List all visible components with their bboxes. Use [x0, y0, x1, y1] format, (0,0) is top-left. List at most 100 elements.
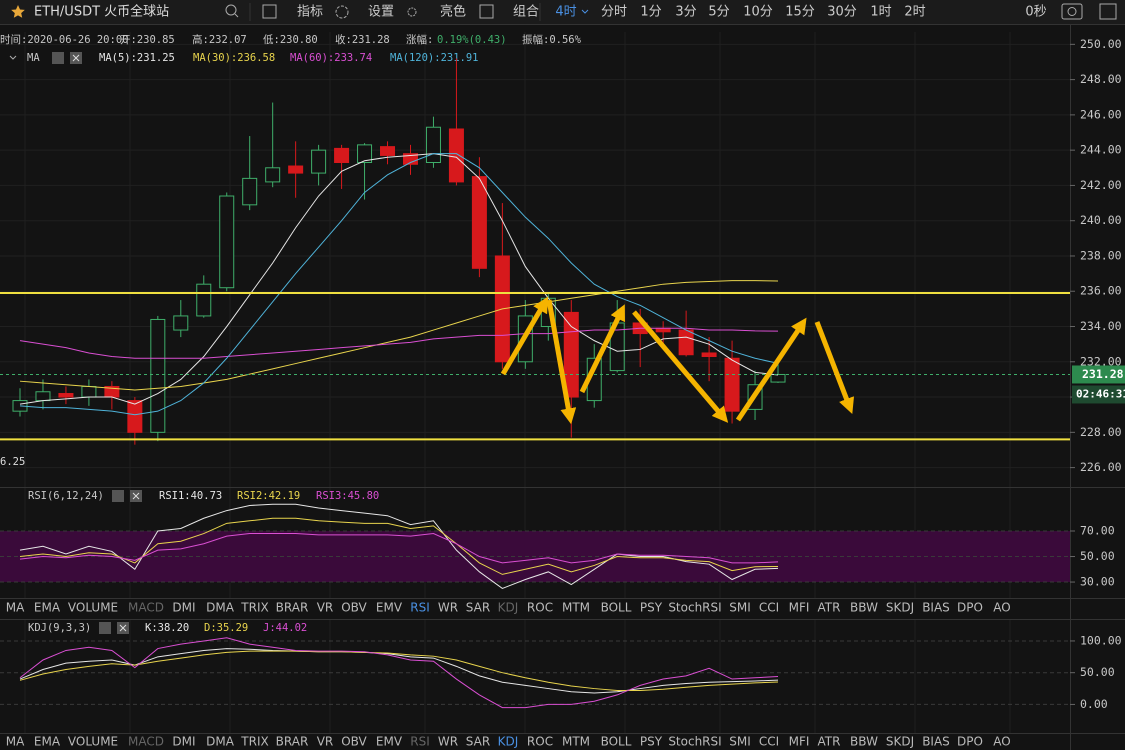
countdown-box — [1072, 385, 1125, 404]
indicator-tab[interactable]: RSI — [410, 601, 430, 615]
indicator-tab[interactable]: KDJ — [498, 601, 519, 615]
settings-icon[interactable] — [335, 5, 349, 19]
indicator-tab[interactable]: StochRSI — [668, 735, 721, 749]
y-tick-label: 30.00 — [1080, 575, 1115, 589]
toolbar-button[interactable]: 亮色 — [440, 4, 466, 20]
indicator-line — [19, 503, 779, 589]
indicator-tab[interactable]: EMA — [34, 601, 61, 615]
indicator-tab[interactable]: MACD — [128, 735, 164, 749]
indicator-tab[interactable]: SAR — [466, 735, 490, 749]
indicator-tab[interactable]: EMV — [376, 735, 403, 749]
interval-button[interactable]: 1时 — [870, 5, 891, 20]
indicator-tab[interactable]: BBW — [850, 735, 878, 749]
indicator-title: MA — [27, 52, 40, 64]
pair-name[interactable]: ETH/USDT 火币全球站 — [34, 4, 169, 20]
indicator-tab[interactable]: OBV — [341, 735, 367, 749]
y-tick-label: 50.00 — [1080, 549, 1115, 563]
candle-body — [678, 329, 694, 356]
interval-button[interactable]: 2时 — [904, 5, 925, 20]
indicator-tab[interactable]: RSI — [410, 735, 430, 749]
indicator-tab[interactable]: EMV — [376, 601, 403, 615]
indicator-tab[interactable]: ROC — [527, 735, 553, 749]
indicator-tab[interactable]: MFI — [789, 735, 810, 749]
indicator-tab[interactable]: MACD — [128, 601, 164, 615]
interval-button[interactable]: 10分 — [743, 5, 773, 20]
search-icon[interactable] — [225, 4, 237, 16]
combine-icon[interactable] — [479, 4, 494, 19]
candle-body — [242, 177, 258, 206]
legend-entry: K:38.20 — [145, 622, 189, 634]
indicator-tab[interactable]: EMA — [34, 735, 61, 749]
screenshot-icon[interactable] — [1061, 3, 1083, 20]
toolbar-button[interactable]: 设置 — [368, 5, 394, 20]
indicator-tab[interactable]: BRAR — [276, 735, 309, 749]
interval-button[interactable]: 1分 — [640, 5, 661, 20]
legend-entry: MA(30):236.58 — [193, 52, 275, 64]
indicator-tab[interactable]: WR — [438, 735, 458, 749]
indicator-tab[interactable]: VR — [317, 735, 334, 749]
indicator-tab[interactable]: DMA — [206, 735, 235, 749]
toolbar-button[interactable]: 组合 — [513, 5, 539, 20]
indicator-tab[interactable]: DMI — [172, 735, 195, 749]
indicator-tab[interactable]: WR — [438, 601, 458, 615]
fullscreen-icon[interactable] — [1099, 3, 1117, 20]
indicator-tab[interactable]: PSY — [640, 601, 663, 615]
indicator-tab[interactable]: CCI — [759, 735, 779, 749]
indicator-tab[interactable]: ROC — [527, 601, 553, 615]
indicator-line — [19, 153, 779, 405]
indicator-tab[interactable]: MFI — [789, 601, 810, 615]
indicator-tab[interactable]: MA — [6, 601, 25, 615]
indicator-line — [19, 327, 779, 359]
indicator-tab[interactable]: BIAS — [922, 601, 950, 615]
countdown-label: 02:46:31 — [1076, 387, 1125, 400]
interval-button[interactable]: 3分 — [675, 5, 696, 20]
indicator-tab[interactable]: VR — [317, 601, 334, 615]
indicator-tab[interactable]: StochRSI — [668, 601, 721, 615]
indicator-tab[interactable]: KDJ — [498, 735, 519, 749]
indicator-tab[interactable]: ATR — [818, 601, 841, 615]
indicator-tab[interactable]: BOLL — [601, 601, 632, 615]
indicator-tab[interactable]: BOLL — [601, 735, 632, 749]
interval-button[interactable]: 30分 — [827, 5, 857, 20]
indicator-tab[interactable]: TRIX — [240, 735, 268, 749]
indicator-tab[interactable]: BBW — [850, 601, 878, 615]
toolbar-button[interactable]: 指标 — [297, 5, 323, 20]
favorite-icon[interactable] — [11, 5, 25, 18]
collapse-caret[interactable] — [9, 55, 17, 60]
indicator-tab[interactable]: MA — [6, 735, 25, 749]
indicator-tab[interactable]: CCI — [759, 601, 779, 615]
indicator-tab[interactable]: AO — [993, 601, 1010, 615]
light-icon[interactable] — [407, 7, 417, 17]
indicator-tab[interactable]: PSY — [640, 735, 663, 749]
info-text: 0.19%(0.43) — [437, 34, 507, 46]
interval-button[interactable]: 4时 — [555, 5, 576, 20]
indicator-tab[interactable]: AO — [993, 735, 1010, 749]
grid — [0, 32, 1070, 733]
indicator-tab[interactable]: MTM — [562, 735, 590, 749]
indicator-tab[interactable]: BRAR — [276, 601, 309, 615]
indicator-tab[interactable]: SAR — [466, 601, 490, 615]
indicator-tab[interactable]: SKDJ — [886, 735, 914, 749]
info-text: 涨幅: — [406, 33, 433, 46]
interval-button[interactable]: 5分 — [708, 5, 729, 20]
indicator-tab[interactable]: TRIX — [240, 601, 268, 615]
indicator-tab[interactable]: SMI — [729, 601, 751, 615]
indicator-tab[interactable]: VOLUME — [68, 601, 118, 615]
indicator-tab[interactable]: DMI — [172, 601, 195, 615]
indicator-tab[interactable]: DMA — [206, 601, 235, 615]
settings-button[interactable] — [112, 490, 124, 502]
settings-button[interactable] — [99, 622, 111, 634]
indicator-tab[interactable]: OBV — [341, 601, 367, 615]
indicator-tab[interactable]: BIAS — [922, 735, 950, 749]
indicator-tab[interactable]: VOLUME — [68, 735, 118, 749]
interval-button[interactable]: 15分 — [785, 5, 815, 20]
indicator-icon[interactable] — [262, 4, 277, 19]
interval-button[interactable]: 分时 — [601, 5, 627, 20]
settings-button[interactable] — [52, 52, 64, 64]
indicator-tab[interactable]: ATR — [818, 735, 841, 749]
indicator-tab[interactable]: MTM — [562, 601, 590, 615]
indicator-tab[interactable]: DPO — [957, 735, 983, 749]
indicator-tab[interactable]: SKDJ — [886, 601, 914, 615]
indicator-tab[interactable]: SMI — [729, 735, 751, 749]
indicator-tab[interactable]: DPO — [957, 601, 983, 615]
